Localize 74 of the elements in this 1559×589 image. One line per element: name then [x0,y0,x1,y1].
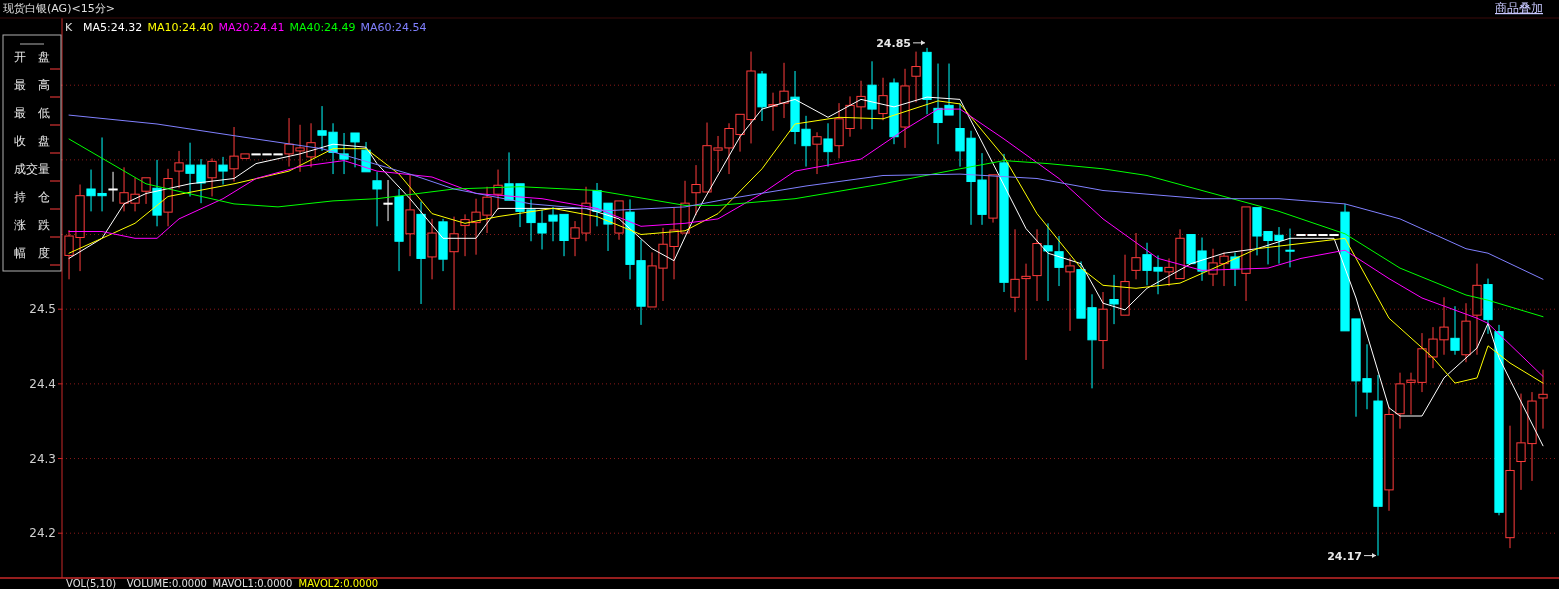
candlestick [1098,291,1108,370]
text: 持 仓 [14,190,50,204]
candlestick [1505,425,1515,549]
candlestick [1395,372,1405,430]
text: MA5:24.32 [83,21,143,34]
candlestick [427,218,437,280]
candlestick [394,188,404,272]
candlestick [999,153,1009,293]
candlestick [449,216,459,311]
candlestick [174,150,184,189]
y-tick-label: 24.2 [29,526,56,541]
candlestick [383,179,393,222]
candlestick [438,218,448,272]
candlestick [900,68,910,149]
candlestick [1450,305,1460,356]
candlestick [405,174,415,257]
candlestick [779,62,789,119]
text: MA40:24.49 [289,21,356,34]
candlestick [911,51,921,103]
text: 幅 度 [14,246,50,260]
candlestick [878,77,888,121]
text: 开 盘 [14,50,50,64]
text: 最 高 [14,78,50,92]
candlestick [1032,228,1042,302]
candlestick [1109,274,1119,325]
candlestick [1131,232,1141,280]
annotation: 24.85 [876,36,912,50]
y-tick-label: 24.5 [29,302,56,317]
text: 涨 跌 [14,218,50,232]
candlestick [1384,406,1394,512]
candlestick [867,60,877,130]
candlestick [1472,263,1482,356]
candlestick [812,131,822,175]
text: 成交量 [14,162,50,176]
candlestick [1538,369,1548,430]
candlestick [1230,251,1240,287]
chart-title: 现货白银(AG)<15分> [3,2,115,15]
candlestick [1461,302,1471,363]
candlestick [1010,228,1020,313]
line-series [68,114,1544,280]
candlestick [889,77,899,145]
candlestick [823,122,833,168]
candlestick [108,171,118,203]
candlestick [493,169,503,211]
candlestick [163,168,173,227]
text: MA10:24.40 [147,21,214,34]
text: MA60:24.54 [360,21,427,34]
candlestick [1483,278,1493,335]
candlestick [372,171,382,227]
text: 收 盘 [14,134,50,148]
text: 商品叠加 [1495,1,1543,15]
candlestick [757,70,767,122]
text: MAVOL1:0.0000 [212,578,293,589]
line-series [68,96,1544,447]
text: VOL(5,10) [66,578,117,589]
candlestick [1021,263,1031,361]
text: MAVOL2:0.0000 [298,578,379,589]
candlestick [1494,324,1504,516]
candlestick [416,201,426,305]
candlestick [922,47,932,115]
text: VOLUME:0.0000 [126,578,207,589]
annotation: 24.17 [1327,549,1363,563]
y-tick-label: 24.4 [29,376,56,391]
legend-title: K [65,21,73,34]
candlestick [152,159,162,227]
line-series [68,138,1544,318]
text: MA20:24.41 [218,21,285,34]
candlestick [537,209,547,250]
candlestick [1285,228,1295,268]
y-tick-label: 24.3 [29,451,56,466]
candlestick [1065,257,1075,332]
text: 最 低 [14,106,50,120]
candlestick [218,156,228,186]
candlestick [207,157,217,197]
